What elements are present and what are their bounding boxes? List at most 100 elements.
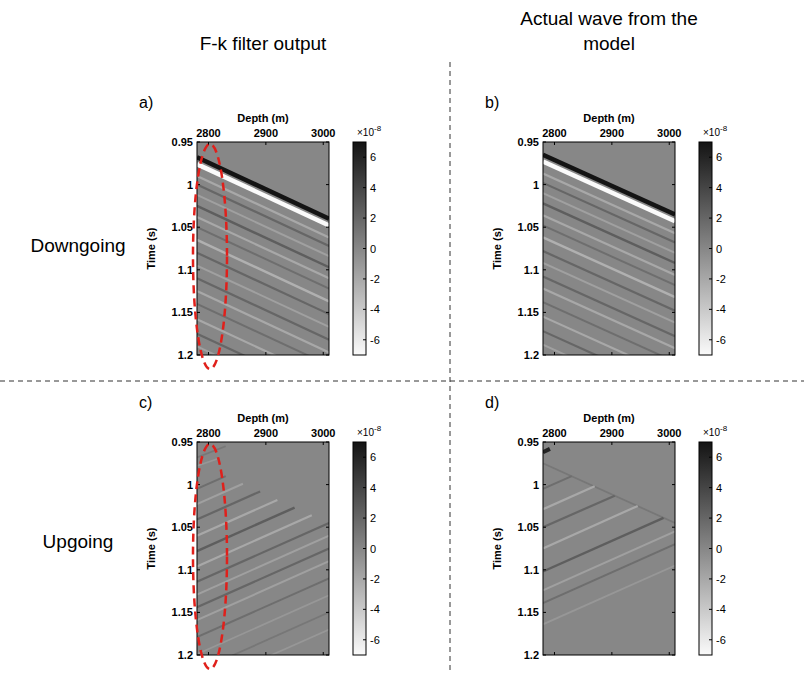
colorbar-tick-label: -4	[370, 303, 380, 315]
colorbar-tick	[363, 518, 366, 519]
seismic-event	[543, 566, 675, 625]
y-tick	[543, 655, 546, 656]
multiplier-exponent: -8	[720, 424, 728, 433]
plot-frame	[197, 442, 329, 655]
y-tick	[672, 655, 675, 656]
colorbar-tick	[363, 187, 366, 188]
y-tick	[672, 184, 675, 185]
colorbar-tick-label: 4	[370, 182, 376, 194]
seismic-event	[197, 500, 277, 536]
y-tick	[543, 269, 546, 270]
seismic-event	[197, 334, 329, 355]
colorbar-tick-label: -4	[716, 303, 726, 315]
colorbar-tick-label: -4	[370, 603, 380, 615]
x-tick	[669, 442, 670, 445]
seismic-event	[543, 263, 675, 323]
row-label: Downgoing	[30, 235, 125, 256]
y-tick	[672, 612, 675, 613]
y-tick	[197, 355, 200, 356]
x-tick	[323, 142, 324, 145]
colorbar-tick	[363, 609, 366, 610]
colorbar-tick	[709, 518, 712, 519]
y-tick	[326, 355, 329, 356]
y-tick	[197, 142, 200, 143]
y-tick	[543, 612, 546, 613]
colorbar-tick	[709, 548, 712, 549]
seismic-event	[197, 319, 329, 355]
column-title-line: model	[583, 33, 635, 54]
x-axis-title: Depth (m)	[237, 112, 289, 124]
events	[543, 449, 675, 625]
colorbar-tick	[709, 639, 712, 640]
events	[543, 155, 675, 355]
x-tick	[669, 352, 670, 355]
y-tick-label: 1.1	[524, 564, 539, 576]
colorbar-tick	[363, 487, 366, 488]
panel: 2800290030000.9511.051.11.151.2Depth (m)…	[485, 394, 728, 661]
column-title: Actual wave from themodel	[520, 8, 697, 54]
multiplier-base: ×10	[357, 427, 374, 438]
y-tick-label: 1.15	[172, 606, 193, 618]
colorbar-tick	[709, 309, 712, 310]
colorbar	[699, 442, 712, 655]
y-tick	[326, 655, 329, 656]
x-tick-label: 3000	[657, 127, 681, 139]
x-tick	[669, 652, 670, 655]
colorbar-tick	[709, 578, 712, 579]
colorbar-tick-label: -6	[716, 334, 726, 346]
colorbar-multiplier: ×10-8	[357, 424, 382, 438]
y-tick-label: 1.05	[172, 221, 193, 233]
y-tick-label: 1	[187, 179, 193, 191]
x-tick	[669, 142, 670, 145]
y-tick	[672, 355, 675, 356]
seismic-event	[543, 317, 675, 355]
seismic-event	[197, 561, 329, 620]
x-axis-title: Depth (m)	[237, 412, 289, 424]
x-tick	[323, 442, 324, 445]
colorbar-multiplier: ×10-8	[703, 124, 728, 138]
colorbar-tick	[709, 609, 712, 610]
seismic-event	[197, 515, 312, 566]
y-tick	[197, 227, 200, 228]
colorbar-tick-label: 4	[370, 482, 376, 494]
colorbar-tick-label: -6	[370, 334, 380, 346]
y-tick-label: 1.2	[178, 649, 193, 661]
seismic-event	[197, 240, 329, 301]
plot-frame	[543, 442, 675, 655]
seismic-event	[543, 331, 675, 355]
y-tick-label: 1.2	[524, 649, 539, 661]
seismic-event	[197, 629, 329, 655]
x-tick-label: 3000	[311, 127, 335, 139]
row-label: Upgoing	[43, 531, 114, 552]
row-separator	[0, 381, 804, 382]
y-tick-label: 1.1	[178, 264, 193, 276]
y-tick	[326, 442, 329, 443]
y-tick-label: 1.05	[518, 521, 539, 533]
events	[197, 157, 329, 355]
y-tick	[326, 569, 329, 570]
panel-label: a)	[139, 94, 153, 111]
highlight-ellipse	[193, 144, 227, 369]
seismic-event	[197, 266, 329, 327]
colorbar-tick	[363, 278, 366, 279]
panel-label: b)	[485, 94, 499, 111]
seismic-event	[197, 523, 329, 582]
x-tick	[265, 352, 266, 355]
x-tick	[611, 652, 612, 655]
x-axis-title: Depth (m)	[583, 112, 635, 124]
y-tick	[543, 355, 546, 356]
y-tick	[197, 655, 200, 656]
colorbar-multiplier: ×10-8	[357, 124, 382, 138]
colorbar-tick	[363, 309, 366, 310]
panel: 2800290030000.9511.051.11.151.2Depth (m)…	[485, 94, 728, 404]
seismic-event	[543, 463, 675, 523]
seismic-event	[197, 549, 329, 608]
y-tick	[326, 612, 329, 613]
y-tick	[543, 569, 546, 570]
y-tick	[672, 312, 675, 313]
seismic-event	[543, 506, 638, 549]
y-tick	[197, 442, 200, 443]
seismic-event	[197, 227, 329, 288]
x-tick-label: 2800	[542, 427, 566, 439]
x-axis-title: Depth (m)	[583, 412, 635, 424]
